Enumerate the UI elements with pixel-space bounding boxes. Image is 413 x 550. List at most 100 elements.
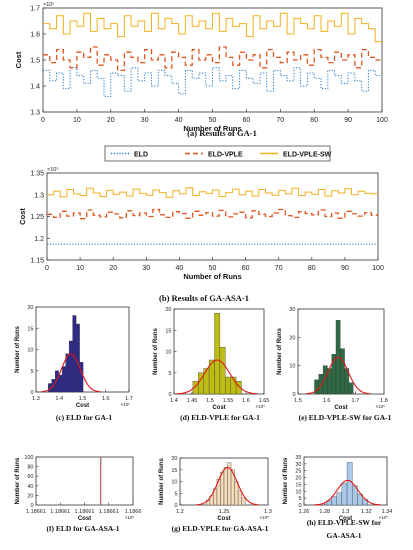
x-tick-label: 1.25 (219, 509, 230, 515)
panel-caption: (e) ELD-VPLE-SW for GA-1 (299, 413, 392, 422)
y-tick-label: 100 (24, 455, 33, 461)
x-tick-label: 100 (372, 265, 384, 272)
histogram-bar (235, 381, 242, 395)
panel-d: 1.4 1.45 1.5 1.55 1.6 1.65 0 5 10 15 20 ×10⁵ Cost Num… (153, 307, 269, 422)
y-tick-label: 15 (171, 468, 177, 474)
histogram-bar (203, 368, 210, 395)
panel-a: 0 10 20 30 40 50 60 70 80 90 100 1.3 1.4 1.5 1.6 1.7×10… (14, 1, 388, 138)
histogram-bar (58, 374, 63, 393)
y-axis-label: Cost (14, 51, 23, 68)
y-tick-label: 1.15 (30, 258, 44, 265)
y-axis-label: Number of Runs (283, 457, 289, 504)
y-tick-label: 1.3 (34, 192, 44, 199)
x-axis-label: Cost (212, 405, 225, 411)
x-tick-label: 1.65 (259, 398, 270, 404)
panel-caption: (g) ELD-VPLE for GA-ASA-1 (172, 524, 269, 533)
x-tick-label: 40 (175, 117, 183, 124)
x-tick-label: 80 (308, 265, 316, 272)
y-axis-label: Number of Runs (153, 328, 159, 375)
x-tick-label: 1.2 (176, 509, 184, 515)
x-axis-label: Cost (78, 516, 91, 522)
y-tick-label: 10 (27, 348, 33, 354)
histogram-bar (61, 366, 66, 393)
y-tick-label: 30 (295, 462, 301, 468)
axis-exponent: ×10⁵ (379, 515, 389, 520)
x-tick-label: 60 (242, 265, 250, 272)
x-tick-label: 1.3 (32, 396, 40, 402)
normal-fit-curve (176, 359, 258, 395)
normal-fit-curve (314, 479, 381, 506)
y-tick-label: 1.7 (30, 6, 40, 13)
series-line-eld-vple-sw (43, 12, 382, 43)
x-tick-label: 1.3 (264, 509, 272, 515)
x-tick-label: 1.6 (102, 396, 110, 402)
y-tick-label: 60 (27, 474, 33, 480)
y-tick-label: 35 (295, 455, 301, 461)
y-axis-label: Number of Runs (15, 457, 21, 504)
x-axis-label: Cost (334, 405, 347, 411)
x-axis-label: Cost (217, 516, 230, 522)
x-tick-label: 1.18661 (75, 509, 95, 515)
x-tick-label: 30 (141, 117, 149, 124)
histogram-bar (223, 467, 228, 506)
y-tick-label: 20 (171, 456, 177, 462)
histogram-bar (214, 313, 221, 395)
y-tick-label: 10 (171, 480, 177, 486)
panel-caption-line2: GA-ASA-1 (327, 531, 362, 540)
y-tick-label: 1.25 (30, 214, 44, 221)
panel-caption: (h) ELD-VPLE-SW for (307, 518, 382, 527)
series-line-eld (43, 67, 382, 97)
x-tick-label: 1.8 (380, 398, 388, 404)
histogram-bar (241, 497, 246, 506)
y-tick-label: 30 (289, 307, 295, 313)
x-tick-label: 1.18661 (50, 509, 70, 515)
histogram-bar (348, 382, 354, 395)
x-tick-label: 1.5 (294, 398, 302, 404)
axis-exponent: ×10⁵ (376, 404, 386, 409)
y-tick-label: 5 (298, 496, 301, 502)
y-tick-label: 5 (30, 369, 33, 375)
x-tick-label: 1.55 (223, 398, 234, 404)
panel-c: 1.3 1.4 1.5 1.6 1.7 0 5 10 15 20 ×10⁵ Cost Number of… (15, 305, 133, 422)
y-tick-label: 20 (27, 493, 33, 499)
x-tick-label: 0 (41, 117, 45, 124)
y-tick-label: 1.5 (30, 58, 40, 65)
histogram-bar (340, 348, 345, 395)
series-line-eld-vple (43, 46, 382, 72)
legend-label: ELD-VPLE (208, 152, 243, 159)
x-axis-label: Cost (339, 516, 352, 522)
x-axis-label: Number of Runs (183, 272, 241, 281)
y-tick-label: 40 (27, 484, 33, 490)
x-tick-label: 90 (341, 265, 349, 272)
x-tick-label: 30 (142, 265, 150, 272)
legend-label: ELD-VPLE-SW (283, 152, 332, 159)
x-tick-label: 70 (276, 117, 284, 124)
x-tick-label: 1.28 (319, 509, 330, 515)
x-tick-label: 1.6 (323, 398, 331, 404)
x-tick-label: 1.4 (170, 398, 178, 404)
histogram-bar (234, 481, 239, 506)
x-tick-label: 50 (209, 265, 217, 272)
y-tick-label: 1.3 (30, 110, 40, 117)
y-tick-label: 25 (295, 469, 301, 475)
series-line-eld-vple-sw (47, 187, 378, 198)
x-tick-label: 1.34 (382, 509, 393, 515)
y-tick-label: 10 (295, 489, 301, 495)
panel-b: 0 10 20 30 40 50 60 70 80 90 100 1.15 1.2 1.25 1.3 1.35… (18, 166, 384, 303)
panel-g: 1.2 1.25 1.3 0 5 10 15 20 ×10⁵ Cost Number of Runs… (159, 456, 272, 533)
x-tick-label: 1.1866 (125, 509, 142, 515)
histogram-bar (72, 315, 77, 393)
y-tick-label: 1.2 (34, 236, 44, 243)
x-tick-label: 1.18661 (26, 509, 46, 515)
panel-caption: (d) ELD-VPLE for GA-1 (180, 413, 260, 422)
y-tick-label: 1.6 (30, 32, 40, 39)
normal-fit-curve (196, 466, 259, 506)
histogram-bar (75, 323, 80, 393)
x-tick-label: 1.26 (299, 509, 310, 515)
histogram-bar (346, 462, 353, 506)
normal-fit-curve (41, 353, 101, 393)
legend-label: ELD (134, 152, 148, 159)
x-tick-label: 40 (176, 265, 184, 272)
y-tick-label: 1.4 (30, 84, 40, 91)
